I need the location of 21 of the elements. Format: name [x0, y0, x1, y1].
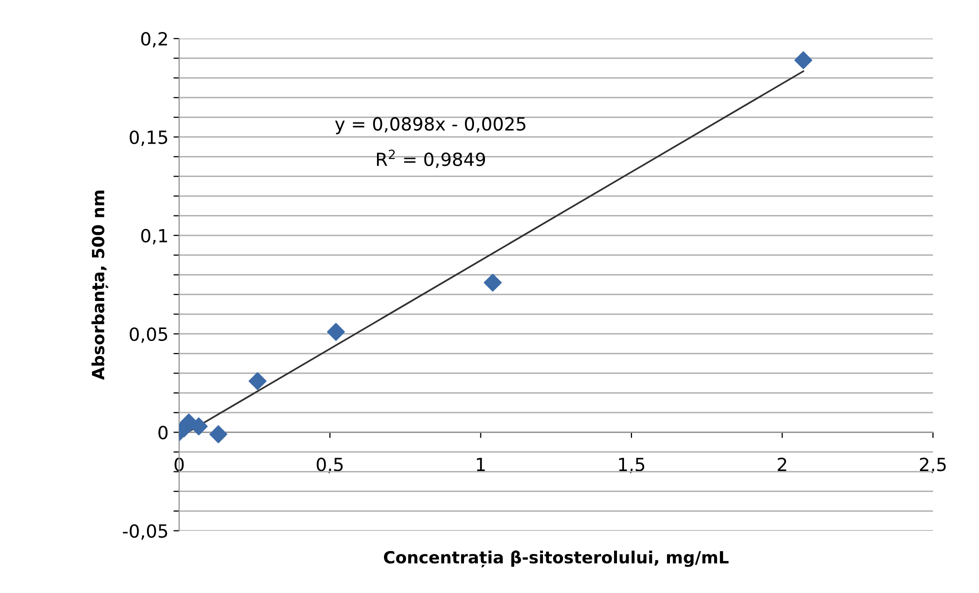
point: [248, 372, 266, 390]
x-axis-title: Concentrația β-sitosterolului, mg/mL: [384, 550, 729, 568]
annotation: R$^{2}$ = 0,9849: [377, 150, 486, 168]
x-tick-label: 1: [476, 458, 485, 472]
y-tick-label: -0,05: [122, 524, 168, 540]
y-tick-label: 0,2: [141, 32, 167, 48]
x-tick-label: 1,5: [619, 458, 644, 474]
annotation: y = 0,0898x - 0,0025: [335, 117, 526, 134]
y-tick-label: 0,1: [141, 228, 168, 244]
y-axis-title: Absorbanța, 500 nm: [91, 190, 108, 380]
x-tick-label: 0,5: [316, 458, 343, 474]
x-tick-label: 2,5: [920, 458, 946, 474]
y-tick-label: 0: [158, 426, 168, 440]
y-tick-label: 0,05: [130, 327, 168, 343]
point: [794, 51, 812, 70]
y-tick-label: 0,15: [130, 130, 168, 146]
point: [327, 322, 345, 341]
x-tick-label: 0: [174, 458, 184, 472]
point: [484, 274, 502, 292]
x-tick-label: 2: [778, 458, 786, 472]
point: [209, 425, 228, 444]
